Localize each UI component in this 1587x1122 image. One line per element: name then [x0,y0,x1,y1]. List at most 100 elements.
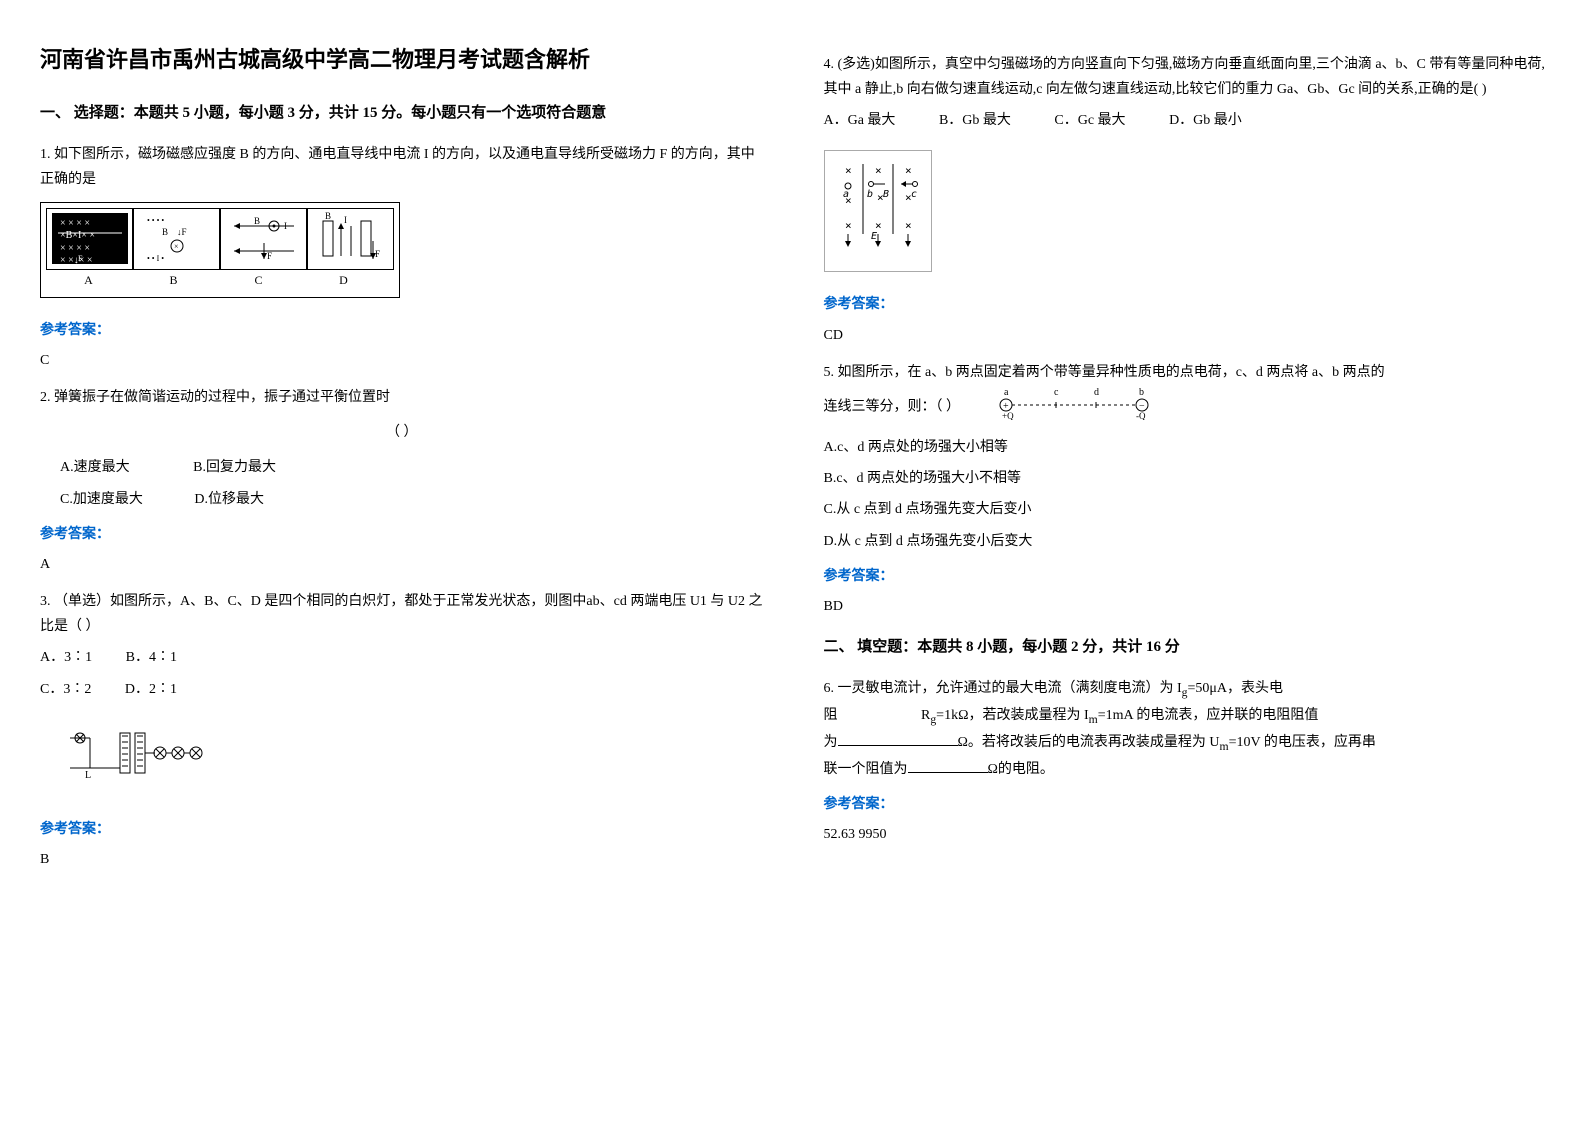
q2-paren: （ ） [40,420,764,445]
q5-text2: 连线三等分，则：（ ） [824,399,961,414]
q4-answer: CD [824,323,1548,348]
q3-optD: D．2∶1 [125,682,177,697]
q5-optC: C.从 c 点到 d 点场强先变大后变小 [824,497,1548,522]
q4-answer-label: 参考答案： [824,292,1548,317]
q5-diagram: a c d b + − +Q -Q [994,385,1154,429]
q2-answer-label: 参考答案： [40,522,764,547]
q5-answer: BD [824,594,1548,619]
fig-label-d: D [301,270,386,292]
svg-text:c: c [911,189,917,200]
q5-optD: D.从 c 点到 d 点场强先变小后变大 [824,529,1548,554]
q5-optA: A.c、d 两点处的场强大小相等 [824,435,1548,460]
svg-text:-Q: -Q [1136,411,1146,420]
q6-answer-label: 参考答案： [824,792,1548,817]
q2-optD: D.位移最大 [194,492,264,507]
q6-text2b: R [921,708,930,723]
q2-optC: C.加速度最大 [60,492,143,507]
q3-optB: B．4∶1 [126,650,177,665]
q3-optA: A．3∶1 [40,650,92,665]
q6-text2d: =1mA 的电流表，应并联的电阻阻值 [1098,708,1319,723]
q6-text3c: =10V 的电压表，应再串 [1229,735,1376,750]
svg-text:L: L [85,770,91,781]
q6-text4b: Ω的电阻。 [988,762,1054,777]
q1-fig-a: × × × × ×B×I× × × × × × × ×↓× × F [46,208,133,270]
question-2: 2. 弹簧振子在做简谐运动的过程中，振子通过平衡位置时 （ ） A.速度最大 B… [40,385,764,577]
question-6: 6. 一灵敏电流计，允许通过的最大电流（满刻度电流）为 Ig=50μA，表头电 … [824,676,1548,847]
svg-text:× × × ×: × × × × [60,218,90,229]
svg-text:↓F: ↓F [177,227,187,237]
q1-figure: × × × × ×B×I× × × × × × × ×↓× × F • • • … [40,202,400,298]
svg-text:× × × ×: × × × × [60,243,90,254]
svg-text:F: F [375,249,380,259]
svg-text:×: × [845,164,852,177]
q6-blank1 [838,731,958,746]
q6-text3b: Ω。若将改装后的电流表再改装成量程为 U [958,735,1220,750]
q5-answer-label: 参考答案： [824,564,1548,589]
q3-circuit: L [60,718,220,797]
svg-text:a: a [1004,387,1009,398]
q2-optB: B.回复力最大 [193,460,276,475]
svg-text:×: × [875,164,882,177]
q6-text2a: 阻 [824,708,838,723]
svg-text:B: B [325,211,331,221]
q6-text2c: =1kΩ，若改装成量程为 I [936,708,1088,723]
q2-text: 2. 弹簧振子在做简谐运动的过程中，振子通过平衡位置时 [40,385,764,410]
svg-text:b: b [1139,387,1144,398]
q6-text1b: =50μA，表头电 [1188,681,1284,696]
question-4: 4. (多选)如图所示，真空中匀强磁场的方向竖直向下匀强,磁场方向垂直纸面向里,… [824,52,1548,348]
q6-blank2 [908,758,988,773]
svg-text:×B×I× ×: ×B×I× × [60,230,95,241]
svg-text:×: × [845,194,852,207]
q4-optD: D．Gb 最小 [1169,113,1242,128]
svg-text:b: b [867,189,873,200]
svg-text:I: I [344,215,347,225]
svg-text:B: B [254,216,260,226]
q1-answer-label: 参考答案： [40,318,764,343]
fig-label-b: B [131,270,216,292]
section2-header: 二、 填空题：本题共 8 小题，每小题 2 分，共计 16 分 [824,634,1548,661]
svg-text:B: B [883,189,889,200]
q3-answer-label: 参考答案： [40,817,764,842]
svg-text:d: d [1094,387,1099,398]
svg-text:B: B [162,227,168,237]
svg-text:× ×↓× ×: × ×↓× × [60,255,93,266]
svg-text:• • • •: • • • • [147,216,164,225]
svg-text:×: × [845,219,852,232]
svg-text:F: F [267,251,272,261]
q1-fig-d: B I F [307,208,394,270]
q3-answer: B [40,847,764,872]
page-title: 河南省许昌市禹州古城高级中学高二物理月考试题含解析 [40,40,764,80]
svg-text:×: × [905,219,912,232]
svg-text:c: c [1054,387,1059,398]
q3-text: 3. （单选）如图所示，A、B、C、D 是四个相同的白炽灯，都处于正常发光状态，… [40,589,764,639]
q1-answer: C [40,348,764,373]
q1-fig-b: • • • • B ↓F × • • I • [133,208,220,270]
q6-text4a: 联一个阻值为 [824,762,908,777]
fig-label-a: A [46,270,131,292]
q6-text3a: 为 [824,735,838,750]
q6-text1: 6. 一灵敏电流计，允许通过的最大电流（满刻度电流）为 I [824,681,1182,696]
q2-optA: A.速度最大 [60,460,130,475]
svg-text:×: × [174,242,179,251]
svg-text:I: I [284,221,287,231]
q4-optB: B．Gb 最大 [939,113,1011,128]
q6-answer: 52.63 9950 [824,822,1548,847]
q5-text: 5. 如图所示，在 a、b 两点固定着两个带等量异种性质电的点电荷，c、d 两点… [824,360,1548,385]
fig-label-c: C [216,270,301,292]
q4-optC: C．Gc 最大 [1054,113,1125,128]
q4-diagram: × × × a b c × × B × × × [824,150,932,273]
svg-text:E: E [871,231,877,242]
svg-text:×: × [905,191,912,204]
svg-text:×: × [905,164,912,177]
question-1: 1. 如下图所示，磁场磁感应强度 B 的方向、通电直导线中电流 I 的方向，以及… [40,142,764,373]
q1-fig-c: B I F [220,208,307,270]
q5-optB: B.c、d 两点处的场强大小不相等 [824,466,1548,491]
q2-answer: A [40,552,764,577]
section1-header: 一、 选择题：本题共 5 小题，每小题 3 分，共计 15 分。每小题只有一个选… [40,100,764,127]
q3-optC: C．3∶2 [40,682,91,697]
svg-text:• • I •: • • I • [147,254,164,263]
q4-text: 4. (多选)如图所示，真空中匀强磁场的方向竖直向下匀强,磁场方向垂直纸面向里,… [824,52,1548,102]
q4-optA: A．Ga 最大 [824,113,896,128]
q1-text: 1. 如下图所示，磁场磁感应强度 B 的方向、通电直导线中电流 I 的方向，以及… [40,142,764,192]
question-3: 3. （单选）如图所示，A、B、C、D 是四个相同的白炽灯，都处于正常发光状态，… [40,589,764,872]
